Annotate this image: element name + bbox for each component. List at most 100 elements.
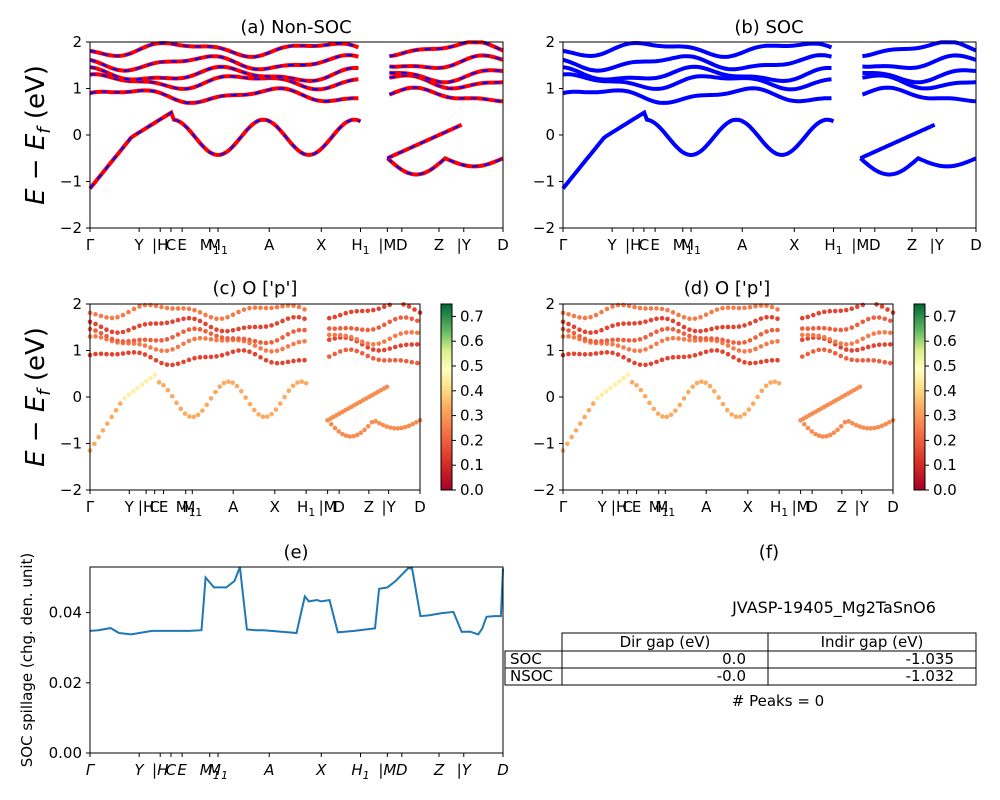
band-point [731, 305, 736, 311]
band-point [714, 348, 720, 353]
band-point [799, 315, 805, 321]
band-point [769, 358, 775, 363]
colorbar-tick-label: 0.3 [460, 407, 484, 425]
band-point [615, 343, 621, 348]
band-point [593, 351, 599, 356]
band-point [192, 336, 197, 342]
band-point [365, 345, 371, 350]
band-point [252, 343, 258, 348]
band-point [187, 414, 192, 419]
band-point [654, 359, 659, 365]
band-point [857, 424, 863, 429]
band-point [197, 318, 203, 324]
band-point [387, 319, 393, 325]
band-point [742, 323, 747, 328]
band-point [165, 387, 171, 393]
colorbar-tick-label: 0.5 [460, 357, 484, 375]
x-tick-label: A [737, 236, 748, 254]
band-point [629, 380, 635, 385]
x-tick-label: C [166, 761, 177, 779]
x-tick-label: D [887, 498, 899, 516]
band-line [562, 40, 833, 59]
band-line-dashed [389, 74, 504, 90]
band-point [588, 330, 593, 335]
band-point [302, 327, 307, 333]
band-point [326, 332, 332, 338]
y-tick-label: −1 [60, 435, 82, 453]
band-point [670, 318, 676, 324]
band-point [186, 357, 192, 363]
band-point [588, 351, 593, 357]
band-point [582, 414, 587, 420]
band-point [736, 324, 742, 329]
band-point [126, 392, 132, 398]
band-point [213, 389, 218, 395]
band-line [859, 122, 936, 161]
band-point [332, 326, 338, 331]
band-point [577, 315, 582, 320]
band-point [820, 434, 826, 439]
band-point [843, 307, 849, 313]
band-point [239, 389, 244, 394]
band-point [810, 349, 816, 354]
band-point [387, 346, 393, 351]
band-point [742, 349, 747, 354]
band-point [810, 326, 816, 331]
band-point [131, 325, 137, 331]
y-tick-label: −1 [533, 173, 555, 191]
band-point [882, 359, 888, 365]
band-point [263, 305, 269, 311]
band-point [221, 380, 227, 386]
band-point [725, 338, 731, 344]
band-point [843, 342, 849, 347]
x-tick-label: Z [364, 498, 374, 516]
band-point [616, 379, 622, 384]
band-point [181, 316, 186, 322]
band-point [724, 407, 730, 413]
band-point [258, 346, 263, 351]
colorbar-tick-label: 0.0 [460, 481, 484, 499]
band-point [720, 324, 725, 330]
band-point [208, 324, 214, 330]
band-point [692, 352, 698, 358]
x-tick-label: |H [611, 498, 627, 516]
band-point [354, 326, 360, 332]
band-point [387, 302, 393, 308]
band-point [263, 340, 269, 346]
band-point [243, 395, 248, 400]
x-tick-label: H1 [770, 498, 788, 519]
band-point [832, 327, 838, 332]
band-point [159, 321, 164, 326]
band-point [348, 325, 354, 331]
band-point [92, 441, 97, 447]
panel-d-colorbar: 0.0 0.1 0.2 0.3 0.4 0.5 0.6 0.7 [913, 303, 957, 499]
x-tick-label: |M [792, 498, 810, 516]
band-point [186, 338, 192, 344]
band-point [753, 360, 758, 366]
band-point [593, 329, 599, 335]
band-point [203, 336, 208, 341]
band-point [348, 309, 354, 315]
band-point [571, 313, 577, 319]
x-tick-label: Y [597, 498, 608, 516]
band-point [776, 380, 782, 386]
band-point [354, 432, 360, 438]
x-tick-label: X [316, 236, 326, 254]
band-point [326, 354, 332, 359]
band-point [632, 321, 637, 326]
band-point [648, 344, 654, 350]
band-point [604, 306, 610, 312]
band-point [860, 346, 866, 351]
band-point [746, 407, 752, 412]
band-point [130, 389, 136, 394]
y-tick-label: 1 [545, 342, 555, 360]
band-point [230, 327, 236, 333]
band-point [742, 340, 747, 345]
x-tick-label: D [396, 236, 408, 254]
band-point [887, 419, 892, 425]
band-point [687, 316, 692, 321]
band-point [849, 325, 855, 330]
band-point [414, 342, 420, 347]
band-point [747, 321, 753, 326]
